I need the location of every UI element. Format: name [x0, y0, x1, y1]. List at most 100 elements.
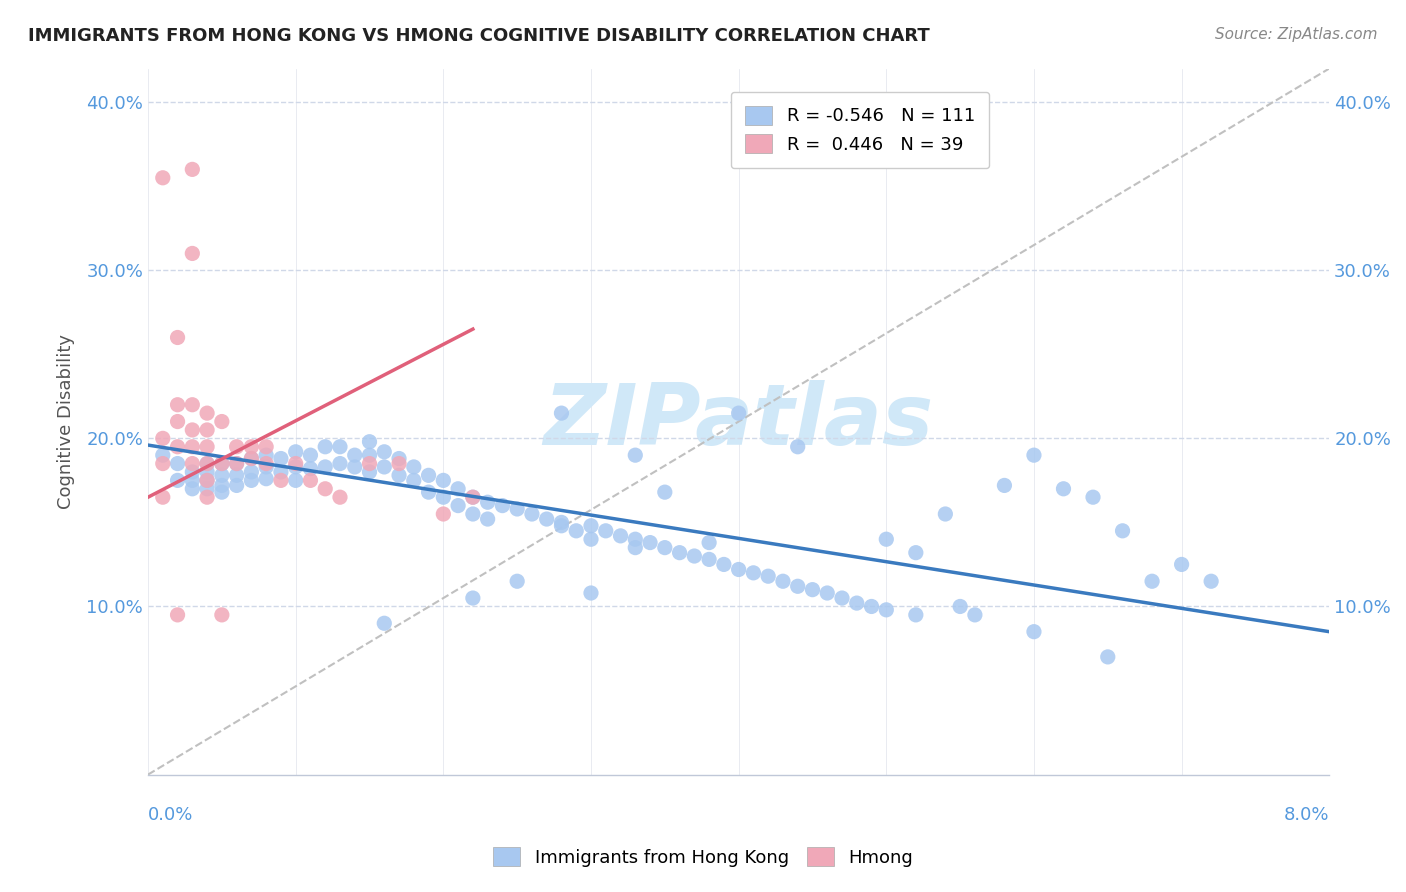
Point: [359, 448, 381, 462]
Point: [624, 533, 647, 547]
Point: [181, 457, 204, 471]
Point: [579, 518, 602, 533]
Point: [166, 607, 188, 622]
Point: [904, 607, 927, 622]
Point: [388, 451, 411, 466]
Point: [477, 495, 499, 509]
Point: [683, 549, 706, 563]
Point: [638, 535, 661, 549]
Point: [152, 457, 174, 471]
Point: [152, 431, 174, 445]
Point: [329, 440, 352, 454]
Point: [624, 541, 647, 555]
Point: [801, 582, 824, 597]
Point: [595, 524, 617, 538]
Point: [432, 490, 454, 504]
Point: [550, 518, 572, 533]
Point: [240, 474, 263, 488]
Point: [373, 459, 395, 474]
Point: [477, 512, 499, 526]
Point: [949, 599, 972, 614]
Point: [181, 423, 204, 437]
Point: [742, 566, 765, 580]
Text: 8.0%: 8.0%: [1284, 806, 1329, 824]
Point: [211, 485, 233, 500]
Point: [461, 490, 484, 504]
Point: [329, 457, 352, 471]
Point: [447, 499, 470, 513]
Text: Source: ZipAtlas.com: Source: ZipAtlas.com: [1215, 27, 1378, 42]
Point: [254, 459, 277, 474]
Point: [1081, 490, 1104, 504]
Point: [432, 507, 454, 521]
Point: [1097, 649, 1119, 664]
Y-axis label: Cognitive Disability: Cognitive Disability: [58, 334, 75, 509]
Point: [432, 474, 454, 488]
Point: [299, 461, 322, 475]
Point: [152, 490, 174, 504]
Point: [314, 482, 336, 496]
Point: [225, 468, 247, 483]
Point: [609, 529, 631, 543]
Point: [815, 586, 838, 600]
Point: [727, 562, 749, 576]
Point: [254, 472, 277, 486]
Point: [195, 474, 218, 488]
Point: [373, 445, 395, 459]
Point: [993, 478, 1015, 492]
Point: [211, 457, 233, 471]
Point: [240, 451, 263, 466]
Point: [1022, 448, 1045, 462]
Point: [284, 474, 307, 488]
Point: [418, 468, 440, 483]
Point: [402, 459, 425, 474]
Point: [1199, 574, 1222, 589]
Point: [550, 516, 572, 530]
Point: [727, 406, 749, 420]
Point: [756, 569, 779, 583]
Point: [875, 603, 897, 617]
Point: [1052, 482, 1074, 496]
Point: [299, 474, 322, 488]
Point: [270, 474, 292, 488]
Point: [343, 448, 366, 462]
Point: [359, 434, 381, 449]
Point: [299, 448, 322, 462]
Point: [654, 485, 676, 500]
Point: [904, 546, 927, 560]
Point: [418, 485, 440, 500]
Point: [461, 490, 484, 504]
Point: [166, 457, 188, 471]
Point: [270, 451, 292, 466]
Point: [668, 546, 690, 560]
Point: [195, 423, 218, 437]
Legend: R = -0.546   N = 111, R =  0.446   N = 39: R = -0.546 N = 111, R = 0.446 N = 39: [731, 92, 990, 169]
Point: [166, 440, 188, 454]
Point: [579, 533, 602, 547]
Point: [284, 459, 307, 474]
Point: [195, 474, 218, 488]
Point: [402, 474, 425, 488]
Text: IMMIGRANTS FROM HONG KONG VS HMONG COGNITIVE DISABILITY CORRELATION CHART: IMMIGRANTS FROM HONG KONG VS HMONG COGNI…: [28, 27, 929, 45]
Point: [388, 457, 411, 471]
Point: [181, 465, 204, 479]
Point: [1170, 558, 1192, 572]
Point: [550, 406, 572, 420]
Point: [506, 574, 529, 589]
Point: [254, 457, 277, 471]
Point: [152, 448, 174, 462]
Point: [211, 457, 233, 471]
Point: [211, 607, 233, 622]
Point: [166, 330, 188, 344]
Point: [343, 459, 366, 474]
Point: [1140, 574, 1163, 589]
Point: [284, 457, 307, 471]
Point: [536, 512, 558, 526]
Point: [166, 474, 188, 488]
Point: [211, 478, 233, 492]
Point: [284, 445, 307, 459]
Legend: Immigrants from Hong Kong, Hmong: Immigrants from Hong Kong, Hmong: [486, 840, 920, 874]
Point: [506, 502, 529, 516]
Point: [270, 465, 292, 479]
Point: [845, 596, 868, 610]
